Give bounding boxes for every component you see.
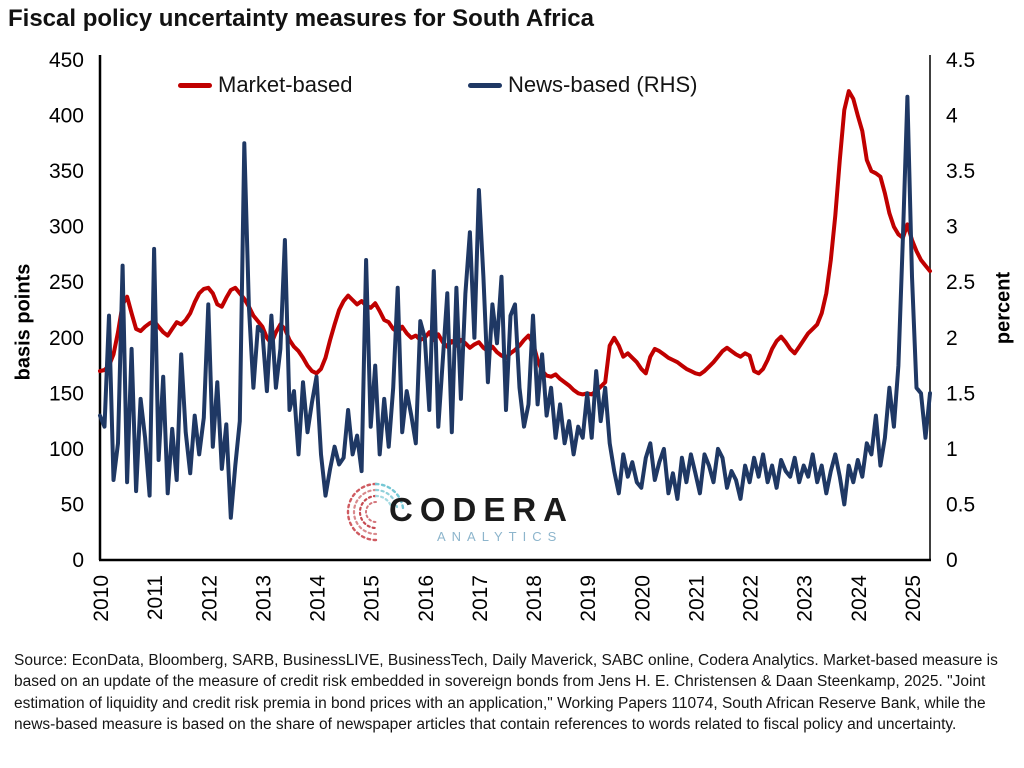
chart-plot-area: 0 50 100 150 200 250 300 350 400 450 0 0.5 1 1.5 2 2.5 3…	[49, 49, 975, 622]
x-axis-year-label: 2013	[252, 575, 275, 622]
news-based-legend-label: News-based (RHS)	[508, 72, 698, 97]
left-axis-tick-label: 0	[72, 549, 84, 572]
legend-item-market-based: Market-based	[178, 72, 353, 98]
x-axis-year-label: 2014	[307, 575, 330, 622]
codera-logo-name: CODERA	[389, 491, 575, 528]
left-axis-tick-label: 100	[49, 438, 84, 461]
x-axis-year-label: 2022	[740, 575, 763, 622]
x-axis-year-label: 2020	[631, 575, 654, 622]
left-axis-tick-label: 200	[49, 327, 84, 350]
left-axis-tick-label: 250	[49, 271, 84, 294]
x-axis-year-label: 2010	[90, 575, 113, 622]
codera-logo-text: CODERA ANALYTICS	[389, 481, 574, 543]
x-axis-year-label: 2018	[523, 575, 546, 622]
x-axis-year-label: 2015	[361, 575, 384, 622]
news-based-line	[98, 94, 932, 520]
x-axis-year-label: 2017	[469, 575, 492, 622]
x-axis-year-label: 2019	[577, 575, 600, 622]
right-axis-tick-label: 1	[946, 438, 958, 461]
news-based-legend-swatch	[468, 82, 502, 88]
left-axis-tick-label: 350	[49, 160, 84, 183]
x-axis-year-label: 2025	[902, 575, 925, 622]
right-axis-tick-label: 0.5	[946, 493, 975, 516]
x-axis-year-label: 2011	[144, 575, 167, 620]
left-axis-tick-label: 50	[61, 493, 84, 516]
page-title: Fiscal policy uncertainty measures for S…	[8, 5, 594, 32]
x-axis-year-label: 2023	[794, 575, 817, 622]
right-axis-tick-label: 3	[946, 216, 958, 239]
market-based-legend-label: Market-based	[218, 72, 353, 97]
left-axis-tick-label: 150	[49, 382, 84, 405]
right-axis-tick-label: 3.5	[946, 160, 975, 183]
x-axis-year-label: 2012	[198, 575, 221, 622]
left-axis-tick-label: 400	[49, 105, 84, 128]
source-note: Source: EconData, Bloomberg, SARB, Busin…	[14, 652, 998, 734]
market-based-legend-swatch	[178, 82, 212, 88]
right-axis-tick-label: 4.5	[946, 49, 975, 72]
legend-item-news-based: News-based (RHS)	[468, 72, 698, 98]
codera-analytics-watermark: CODERA ANALYTICS	[345, 481, 574, 543]
right-axis-tick-label: 1.5	[946, 382, 975, 405]
x-axis-year-label: 2021	[685, 575, 708, 622]
right-axis-tick-label: 0	[946, 549, 958, 572]
right-axis-tick-label: 2.5	[946, 271, 975, 294]
codera-logo-icon	[346, 482, 405, 542]
right-axis-tick-label: 2	[946, 327, 958, 350]
market-based-line	[98, 89, 932, 397]
left-axis-tick-label: 450	[49, 49, 84, 72]
left-axis-tick-label: 300	[49, 216, 84, 239]
x-axis-year-label: 2024	[848, 575, 871, 622]
right-axis-tick-label: 4	[946, 105, 958, 128]
line-chart-svg: 0 50 100 150 200 250 300 350 400 450 0 0.5 1 1.5 2 2.5 3…	[49, 49, 975, 622]
x-axis-year-label: 2016	[415, 575, 438, 622]
codera-logo-subtitle: ANALYTICS	[437, 529, 563, 544]
